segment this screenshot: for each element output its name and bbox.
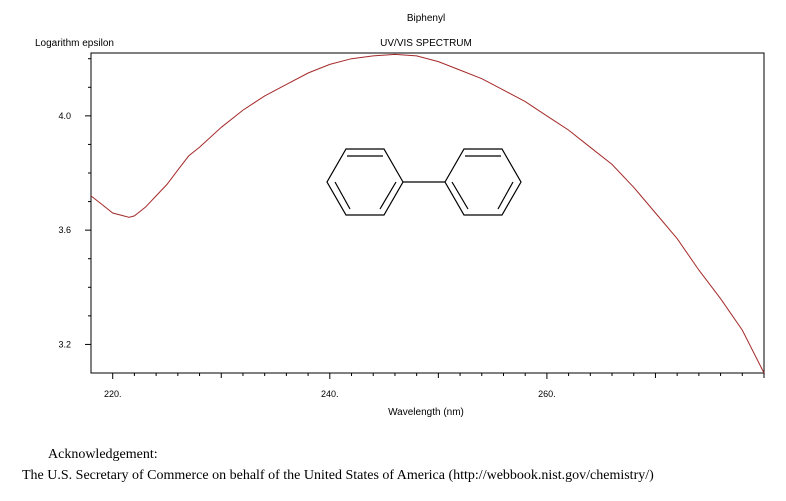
x-tick-label: 240. (321, 389, 339, 399)
y-tick-label: 3.6 (58, 225, 71, 235)
chart-title: Biphenyl (407, 13, 445, 24)
x-axis-label: Wavelength (nm) (388, 407, 464, 418)
acknowledgement-text: The U.S. Secretary of Commerce on behalf… (22, 468, 654, 483)
y-axis-label: Logarithm epsilon (35, 38, 114, 49)
spectrum-line (90, 53, 765, 374)
x-tick-label: 260. (538, 389, 556, 399)
chart-subtitle: UV/VIS SPECTRUM (380, 38, 472, 49)
acknowledgement-heading: Acknowledgement: (48, 447, 158, 462)
biphenyl-structure-diagram (326, 148, 522, 216)
plot-frame (90, 52, 765, 374)
x-tick-label: 220. (104, 389, 122, 399)
y-tick-label: 4.0 (58, 111, 71, 121)
y-tick-label: 3.2 (58, 339, 71, 349)
spectrum-chart: Biphenyl UV/VIS SPECTRUM Logarithm epsil… (35, 13, 765, 418)
axis-ticks: 220. 240. 260. 3.2 3.6 4.0 (58, 58, 765, 399)
